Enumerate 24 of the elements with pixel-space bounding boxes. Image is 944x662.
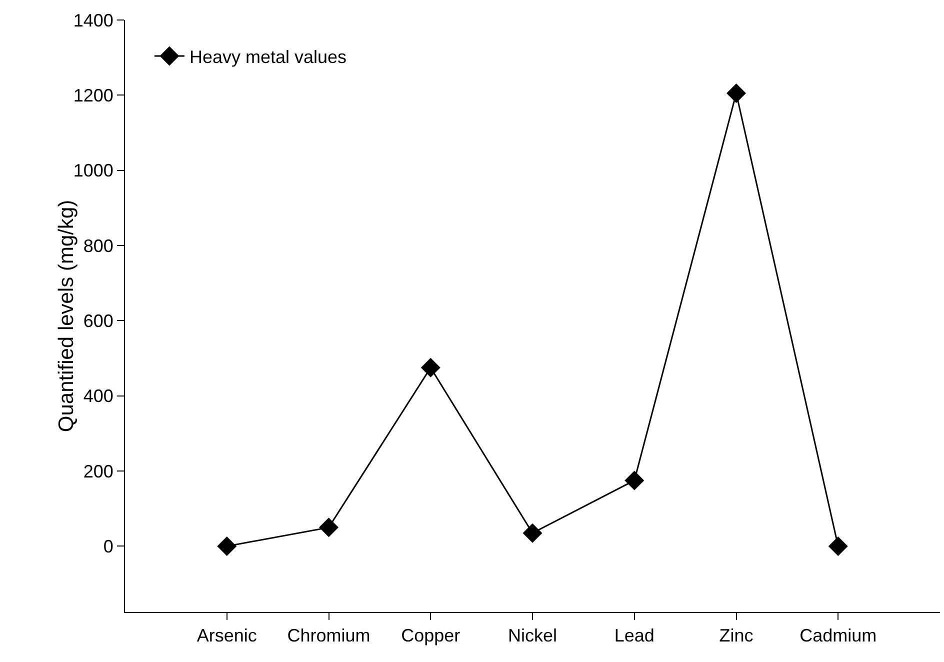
x-tick-label: Zinc — [719, 626, 754, 646]
y-tick-label: 600 — [83, 311, 114, 331]
point — [624, 470, 644, 490]
y-tick-label: 1400 — [73, 10, 114, 30]
y-tick-label: 1000 — [73, 160, 114, 181]
point — [828, 536, 848, 556]
legend-label: Heavy metal values — [189, 46, 347, 67]
x-tick-label: Cadmium — [800, 626, 877, 646]
x-tick-label: Copper — [401, 626, 460, 646]
point — [319, 518, 338, 538]
y-tick-label: 0 — [103, 536, 114, 557]
x-tick-label: Nickel — [508, 626, 558, 646]
point — [522, 523, 542, 543]
x-tick-label: Lead — [614, 626, 654, 646]
y-tick-label: 400 — [83, 386, 114, 406]
y-tick-label: 1200 — [73, 85, 114, 106]
x-tick-label: Arsenic — [196, 626, 257, 646]
y-tick-label: 800 — [83, 236, 114, 256]
point — [217, 536, 237, 556]
point — [726, 84, 746, 104]
x-tick-label: Chromium — [287, 626, 370, 646]
y-axis-title: Quantified levels (mg/kg) — [55, 200, 78, 432]
y-tick-label: 200 — [83, 461, 114, 482]
point — [420, 358, 440, 378]
